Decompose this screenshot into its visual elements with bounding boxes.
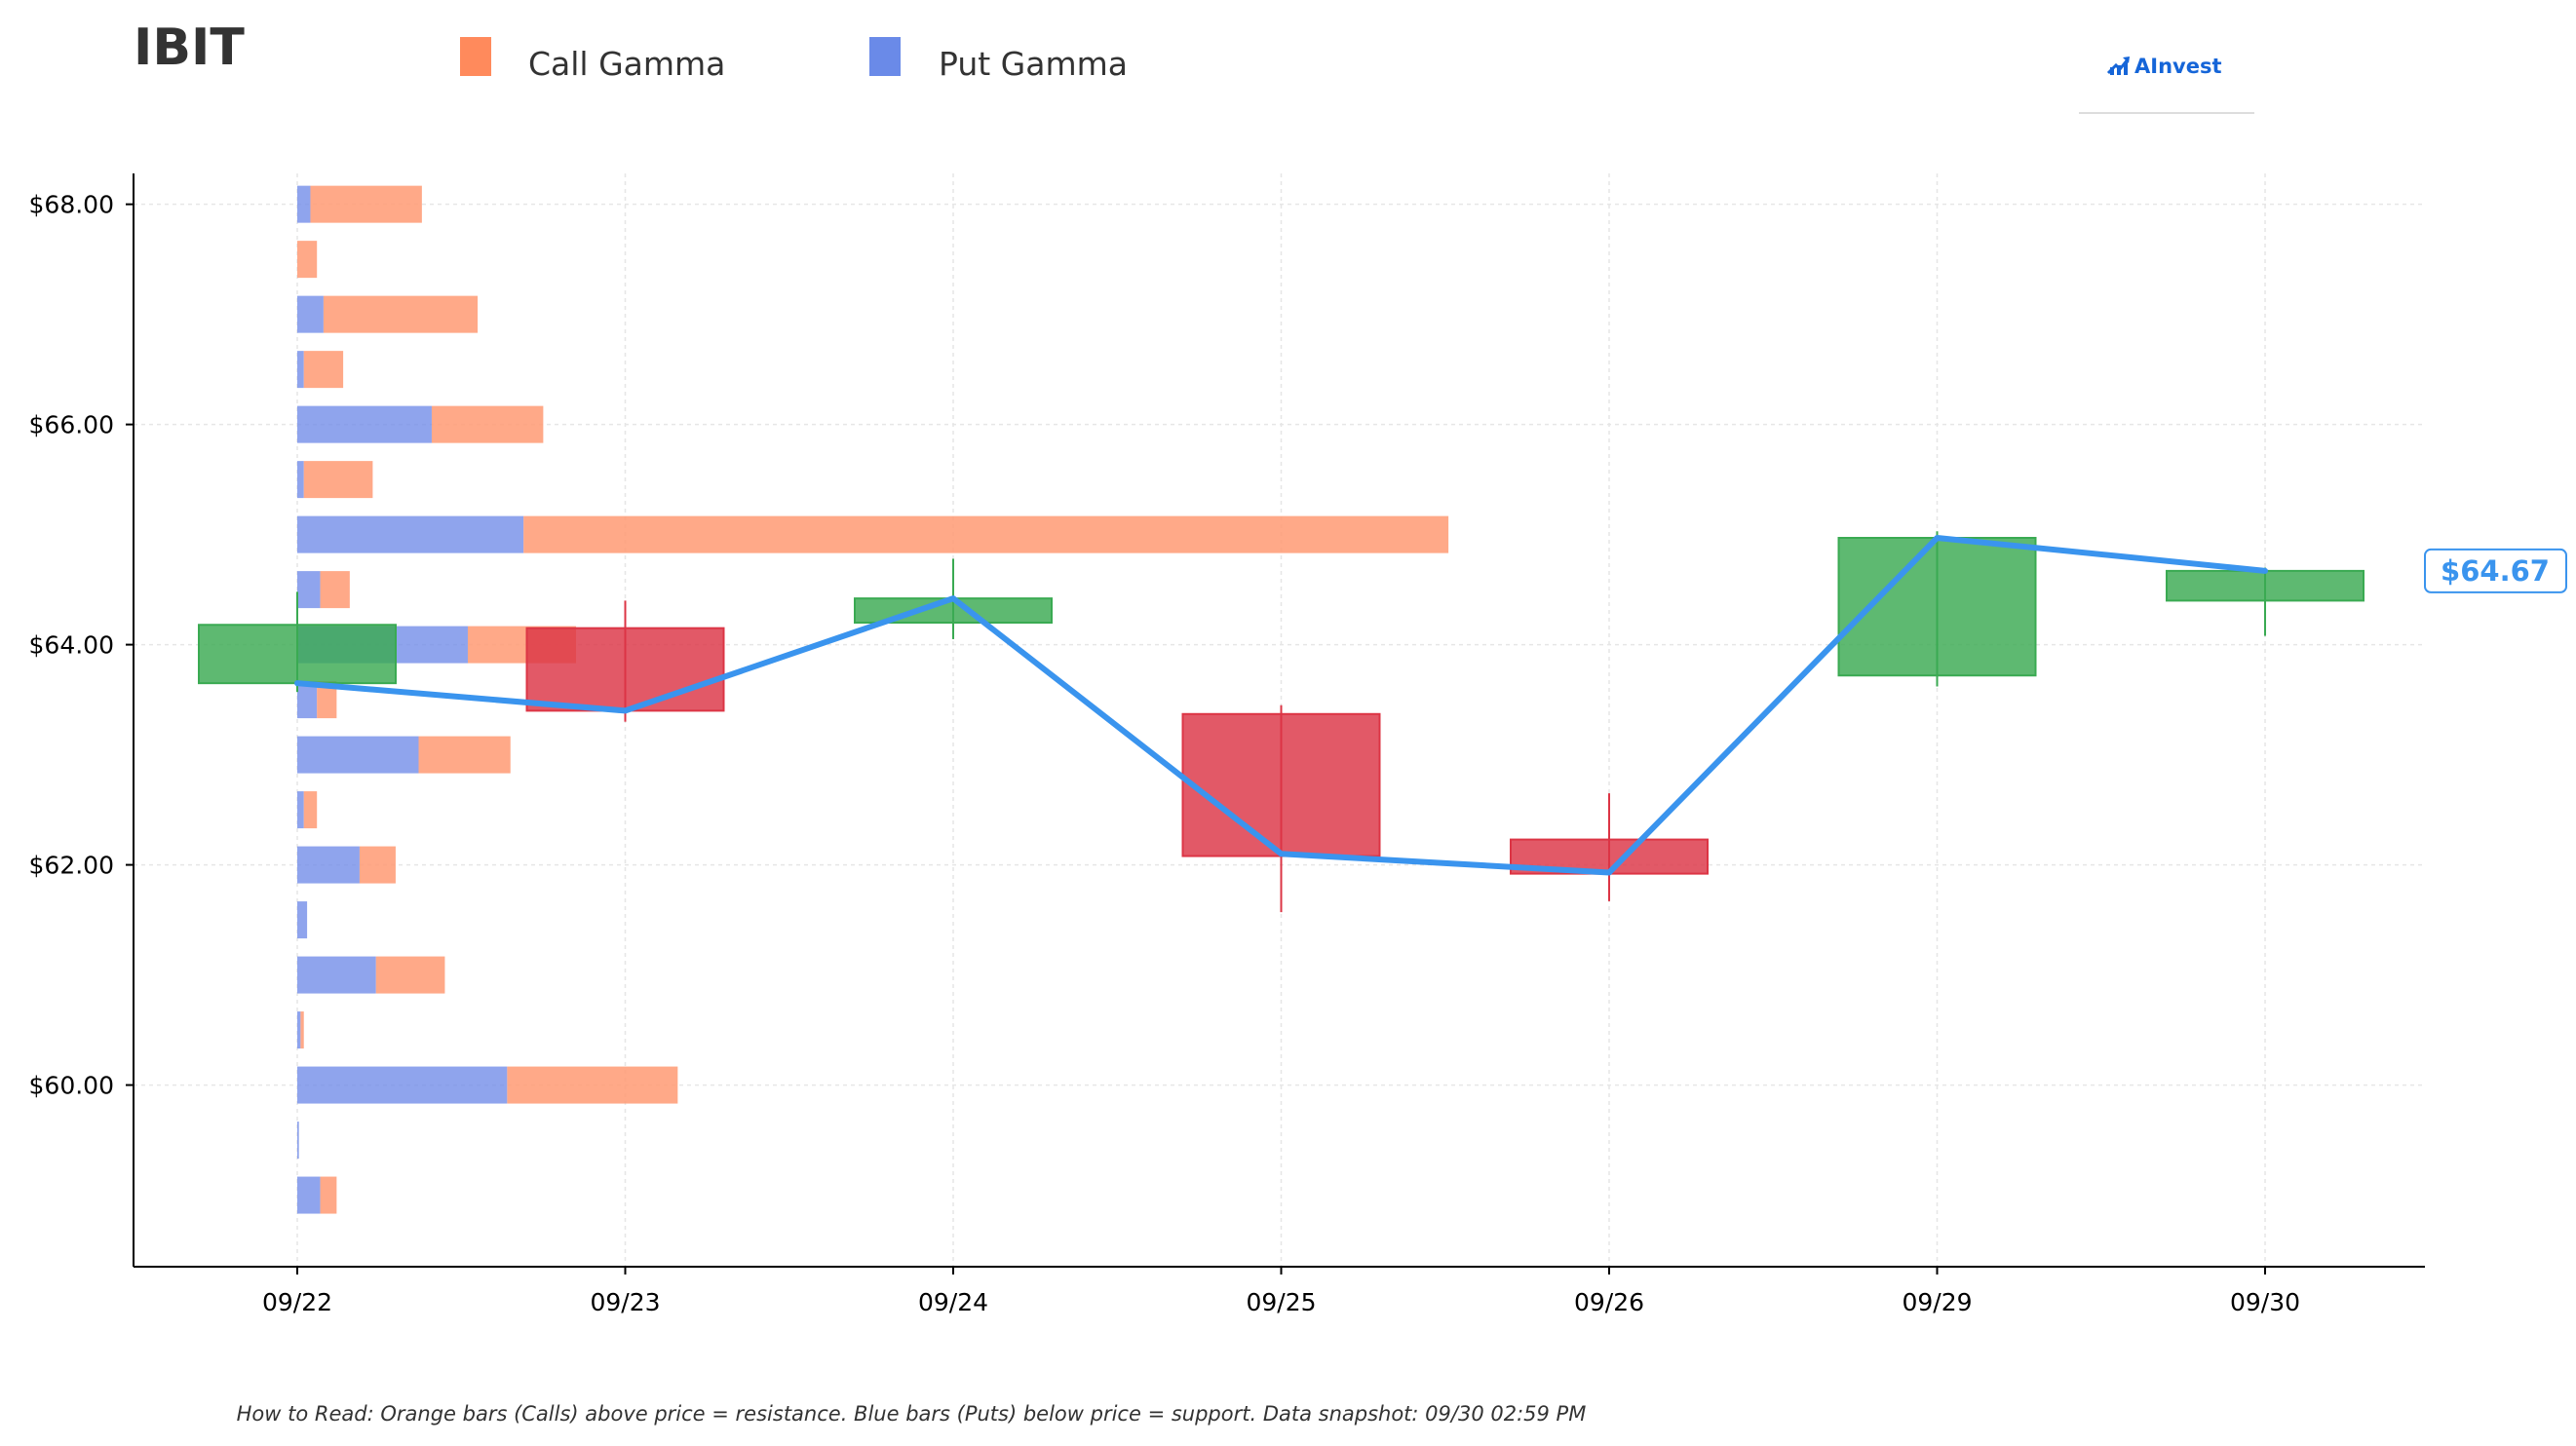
y-tick-label: $66.00 (29, 411, 114, 439)
put-gamma-bar (297, 1011, 301, 1049)
call-gamma-bar (323, 295, 479, 333)
call-gamma-bar (375, 956, 445, 994)
legend: Call Gamma Put Gamma (460, 37, 1128, 83)
call-gamma-bar (320, 571, 350, 609)
brand-logo-text: AInvest (2134, 55, 2222, 78)
price-line-layer (294, 535, 2268, 876)
price-label-layer: $64.67 (2424, 548, 2567, 593)
ticker-title: IBIT (134, 19, 245, 77)
put-gamma-bar (297, 515, 524, 553)
y-tick-label: $62.00 (29, 852, 114, 880)
price-line (294, 535, 2268, 876)
x-tick-label: 09/23 (590, 1288, 660, 1316)
put-gamma-bar (297, 1066, 508, 1104)
put-gamma-bar (297, 351, 304, 389)
put-gamma-bar (297, 956, 376, 994)
put-gamma-bar (297, 1176, 321, 1214)
call-gamma-bar (310, 185, 422, 223)
x-tick-label: 09/24 (918, 1288, 988, 1316)
put-gamma-bar (297, 681, 318, 719)
y-tick-label: $60.00 (29, 1072, 114, 1100)
call-gamma-bar (431, 405, 544, 443)
legend-swatch-call (460, 37, 491, 76)
chart-up-icon (2106, 57, 2130, 75)
put-gamma-bar (297, 1122, 299, 1160)
put-gamma-bar (297, 846, 360, 884)
x-tick-label: 09/29 (1902, 1288, 1972, 1316)
call-gamma-bar (523, 515, 1449, 553)
call-gamma-bar (317, 681, 337, 719)
x-tick-label: 09/25 (1246, 1288, 1316, 1316)
x-tick-label: 09/30 (2230, 1288, 2300, 1316)
footer-note: How to Read: Orange bars (Calls) above p… (237, 1402, 1587, 1426)
last-price-tag (2424, 548, 2567, 593)
candle-body (1181, 712, 1381, 857)
call-gamma-bar (303, 351, 344, 389)
brand-logo: AInvest (2079, 55, 2254, 114)
candle-body (525, 627, 725, 712)
candle-body (198, 624, 397, 685)
call-gamma-bar (418, 736, 511, 774)
y-tick-label: $64.00 (29, 631, 114, 660)
call-gamma-bar (320, 1176, 337, 1214)
call-gamma-bar (297, 241, 318, 279)
legend-swatch-put (869, 37, 901, 76)
call-gamma-bar (359, 846, 396, 884)
call-gamma-bar (303, 461, 373, 499)
call-gamma-bar (507, 1066, 678, 1104)
put-gamma-bar (297, 405, 432, 443)
axes: $60.00 $62.00 $64.00 $66.00 $68.00 09/22 09/23… (29, 173, 2425, 1316)
legend-label-put: Put Gamma (939, 45, 1128, 83)
put-gamma-bar (297, 791, 304, 829)
call-gamma-bar (300, 1011, 304, 1049)
put-gamma-bar (297, 295, 324, 333)
candle-body (2166, 569, 2365, 602)
put-gamma-bar (297, 736, 419, 774)
call-gamma-bar (303, 791, 318, 829)
x-tick-label: 09/22 (262, 1288, 332, 1316)
put-gamma-bar (297, 461, 304, 499)
put-gamma-bar (297, 571, 321, 609)
last-price-label: $64.67 (2441, 554, 2550, 588)
put-gamma-bar (297, 185, 311, 223)
candle-body (854, 597, 1053, 625)
x-tick-label: 09/26 (1574, 1288, 1644, 1316)
legend-label-call: Call Gamma (528, 45, 725, 83)
put-gamma-bar (297, 901, 308, 939)
y-tick-label: $68.00 (29, 191, 114, 219)
